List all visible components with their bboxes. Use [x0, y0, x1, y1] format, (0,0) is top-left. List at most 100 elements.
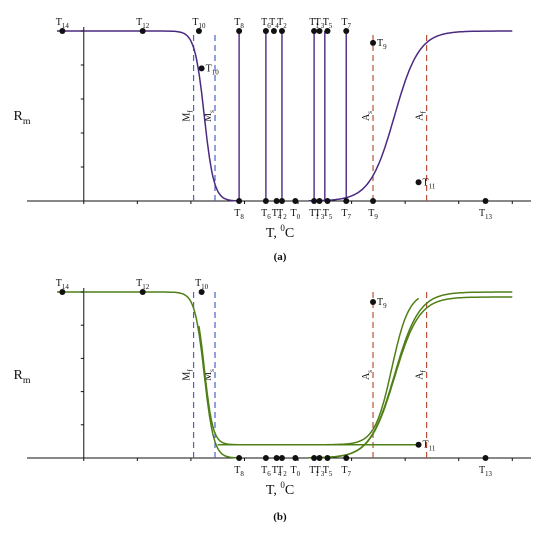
point-label-T7: T7 — [341, 17, 351, 30]
point-T12 — [139, 28, 146, 34]
point-T4 — [273, 198, 280, 204]
point-label-T8: T8 — [234, 208, 244, 221]
point-label-T7: T7 — [341, 208, 351, 221]
series-line-heating — [308, 291, 513, 459]
y-axis-label: Rm — [14, 109, 31, 127]
point-T6 — [262, 455, 269, 461]
point-label-T5: T5 — [323, 208, 333, 221]
series-line-partial — [198, 325, 419, 446]
x-axis-label: T, 0C — [266, 223, 294, 241]
point-label-T3: T3 — [315, 465, 325, 478]
point-label-T6: T6 — [261, 208, 271, 221]
point-T9 — [370, 39, 377, 46]
series-line-heating — [308, 30, 513, 202]
point-T1 — [311, 455, 318, 461]
point-T0 — [292, 455, 299, 461]
point-label-T12: T12 — [136, 17, 150, 30]
point-T14 — [59, 289, 66, 295]
point-label-T9: T9 — [377, 38, 387, 51]
series-line-heating — [217, 297, 420, 446]
series-line-cooling — [57, 30, 240, 202]
point-T3 — [316, 455, 323, 461]
point-label-T2: T2 — [277, 208, 287, 221]
point-label-T5: T5 — [323, 17, 333, 30]
point-T3 — [316, 28, 323, 34]
transformation-label-Ms: Ms — [203, 110, 216, 122]
point-T10 — [198, 289, 205, 295]
point-T2 — [278, 28, 285, 34]
series-line-heating — [308, 296, 513, 459]
transformation-label-Af: Af — [415, 111, 428, 121]
point-T10 — [195, 28, 202, 34]
point-T5 — [324, 198, 331, 204]
transformation-label-Mf: Mf — [182, 369, 195, 381]
point-T13 — [482, 455, 489, 461]
transformation-label-Mf: Mf — [182, 110, 195, 122]
point-label-T10: T10 — [206, 63, 220, 76]
point-T7 — [343, 198, 350, 204]
point-label-T4: T4 — [272, 208, 282, 221]
point-label-T9: T9 — [377, 297, 387, 310]
point-label-T8: T8 — [234, 17, 244, 30]
point-T9 — [370, 198, 377, 204]
point-label-T1: T1 — [309, 208, 319, 221]
series-line-cooling — [57, 291, 240, 459]
point-label-T11: T11 — [423, 440, 436, 453]
point-label-T3: T3 — [315, 208, 325, 221]
point-label-T2: T2 — [277, 465, 287, 478]
point-T9 — [370, 298, 377, 305]
point-label-T14: T14 — [56, 278, 70, 291]
point-label-T6: T6 — [261, 465, 271, 478]
panel-label: (b) — [273, 511, 287, 523]
transformation-label-As: As — [361, 111, 374, 121]
point-T1 — [311, 198, 318, 204]
transformation-label-As: As — [361, 370, 374, 380]
point-label-T14: T14 — [56, 17, 70, 30]
point-label-T8: T8 — [234, 465, 244, 478]
point-T10 — [198, 65, 205, 72]
point-T8 — [236, 28, 243, 34]
point-T6 — [262, 28, 269, 34]
point-label-T7: T7 — [341, 465, 351, 478]
point-label-T13: T13 — [479, 465, 493, 478]
point-T7 — [343, 28, 350, 34]
point-label-T2: T2 — [277, 17, 287, 30]
point-T6 — [262, 198, 269, 204]
point-T5 — [324, 28, 331, 34]
point-label-T10: T10 — [195, 278, 209, 291]
point-label-T1: T1 — [309, 465, 319, 478]
point-T4 — [270, 28, 277, 34]
point-label-T3: T3 — [315, 17, 325, 30]
point-T0 — [292, 198, 299, 204]
point-T5 — [324, 455, 331, 461]
point-T2 — [278, 198, 285, 204]
point-T1 — [311, 28, 318, 34]
point-label-T5: T5 — [323, 465, 333, 478]
point-T3 — [316, 198, 323, 204]
point-T11 — [415, 441, 422, 448]
point-T14 — [59, 28, 66, 34]
point-T11 — [415, 179, 422, 186]
point-label-T1: T1 — [309, 17, 319, 30]
point-label-T0: T0 — [291, 465, 301, 478]
point-label-T4: T4 — [272, 465, 282, 478]
point-label-T9: T9 — [368, 208, 378, 221]
point-label-T0: T0 — [291, 208, 301, 221]
point-T12 — [139, 289, 146, 295]
point-label-T6: T6 — [261, 17, 271, 30]
y-axis-label: Rm — [14, 368, 31, 386]
point-label-T4: T4 — [269, 17, 279, 30]
point-label-T13: T13 — [479, 208, 493, 221]
point-T8 — [236, 455, 243, 461]
point-label-T11: T11 — [423, 177, 436, 190]
x-axis-label: T, 0C — [266, 480, 294, 498]
point-T13 — [482, 198, 489, 204]
point-T7 — [343, 455, 350, 461]
point-label-T12: T12 — [136, 278, 150, 291]
point-T4 — [273, 455, 280, 461]
point-T8 — [236, 198, 243, 204]
panel-label: (a) — [274, 251, 287, 263]
